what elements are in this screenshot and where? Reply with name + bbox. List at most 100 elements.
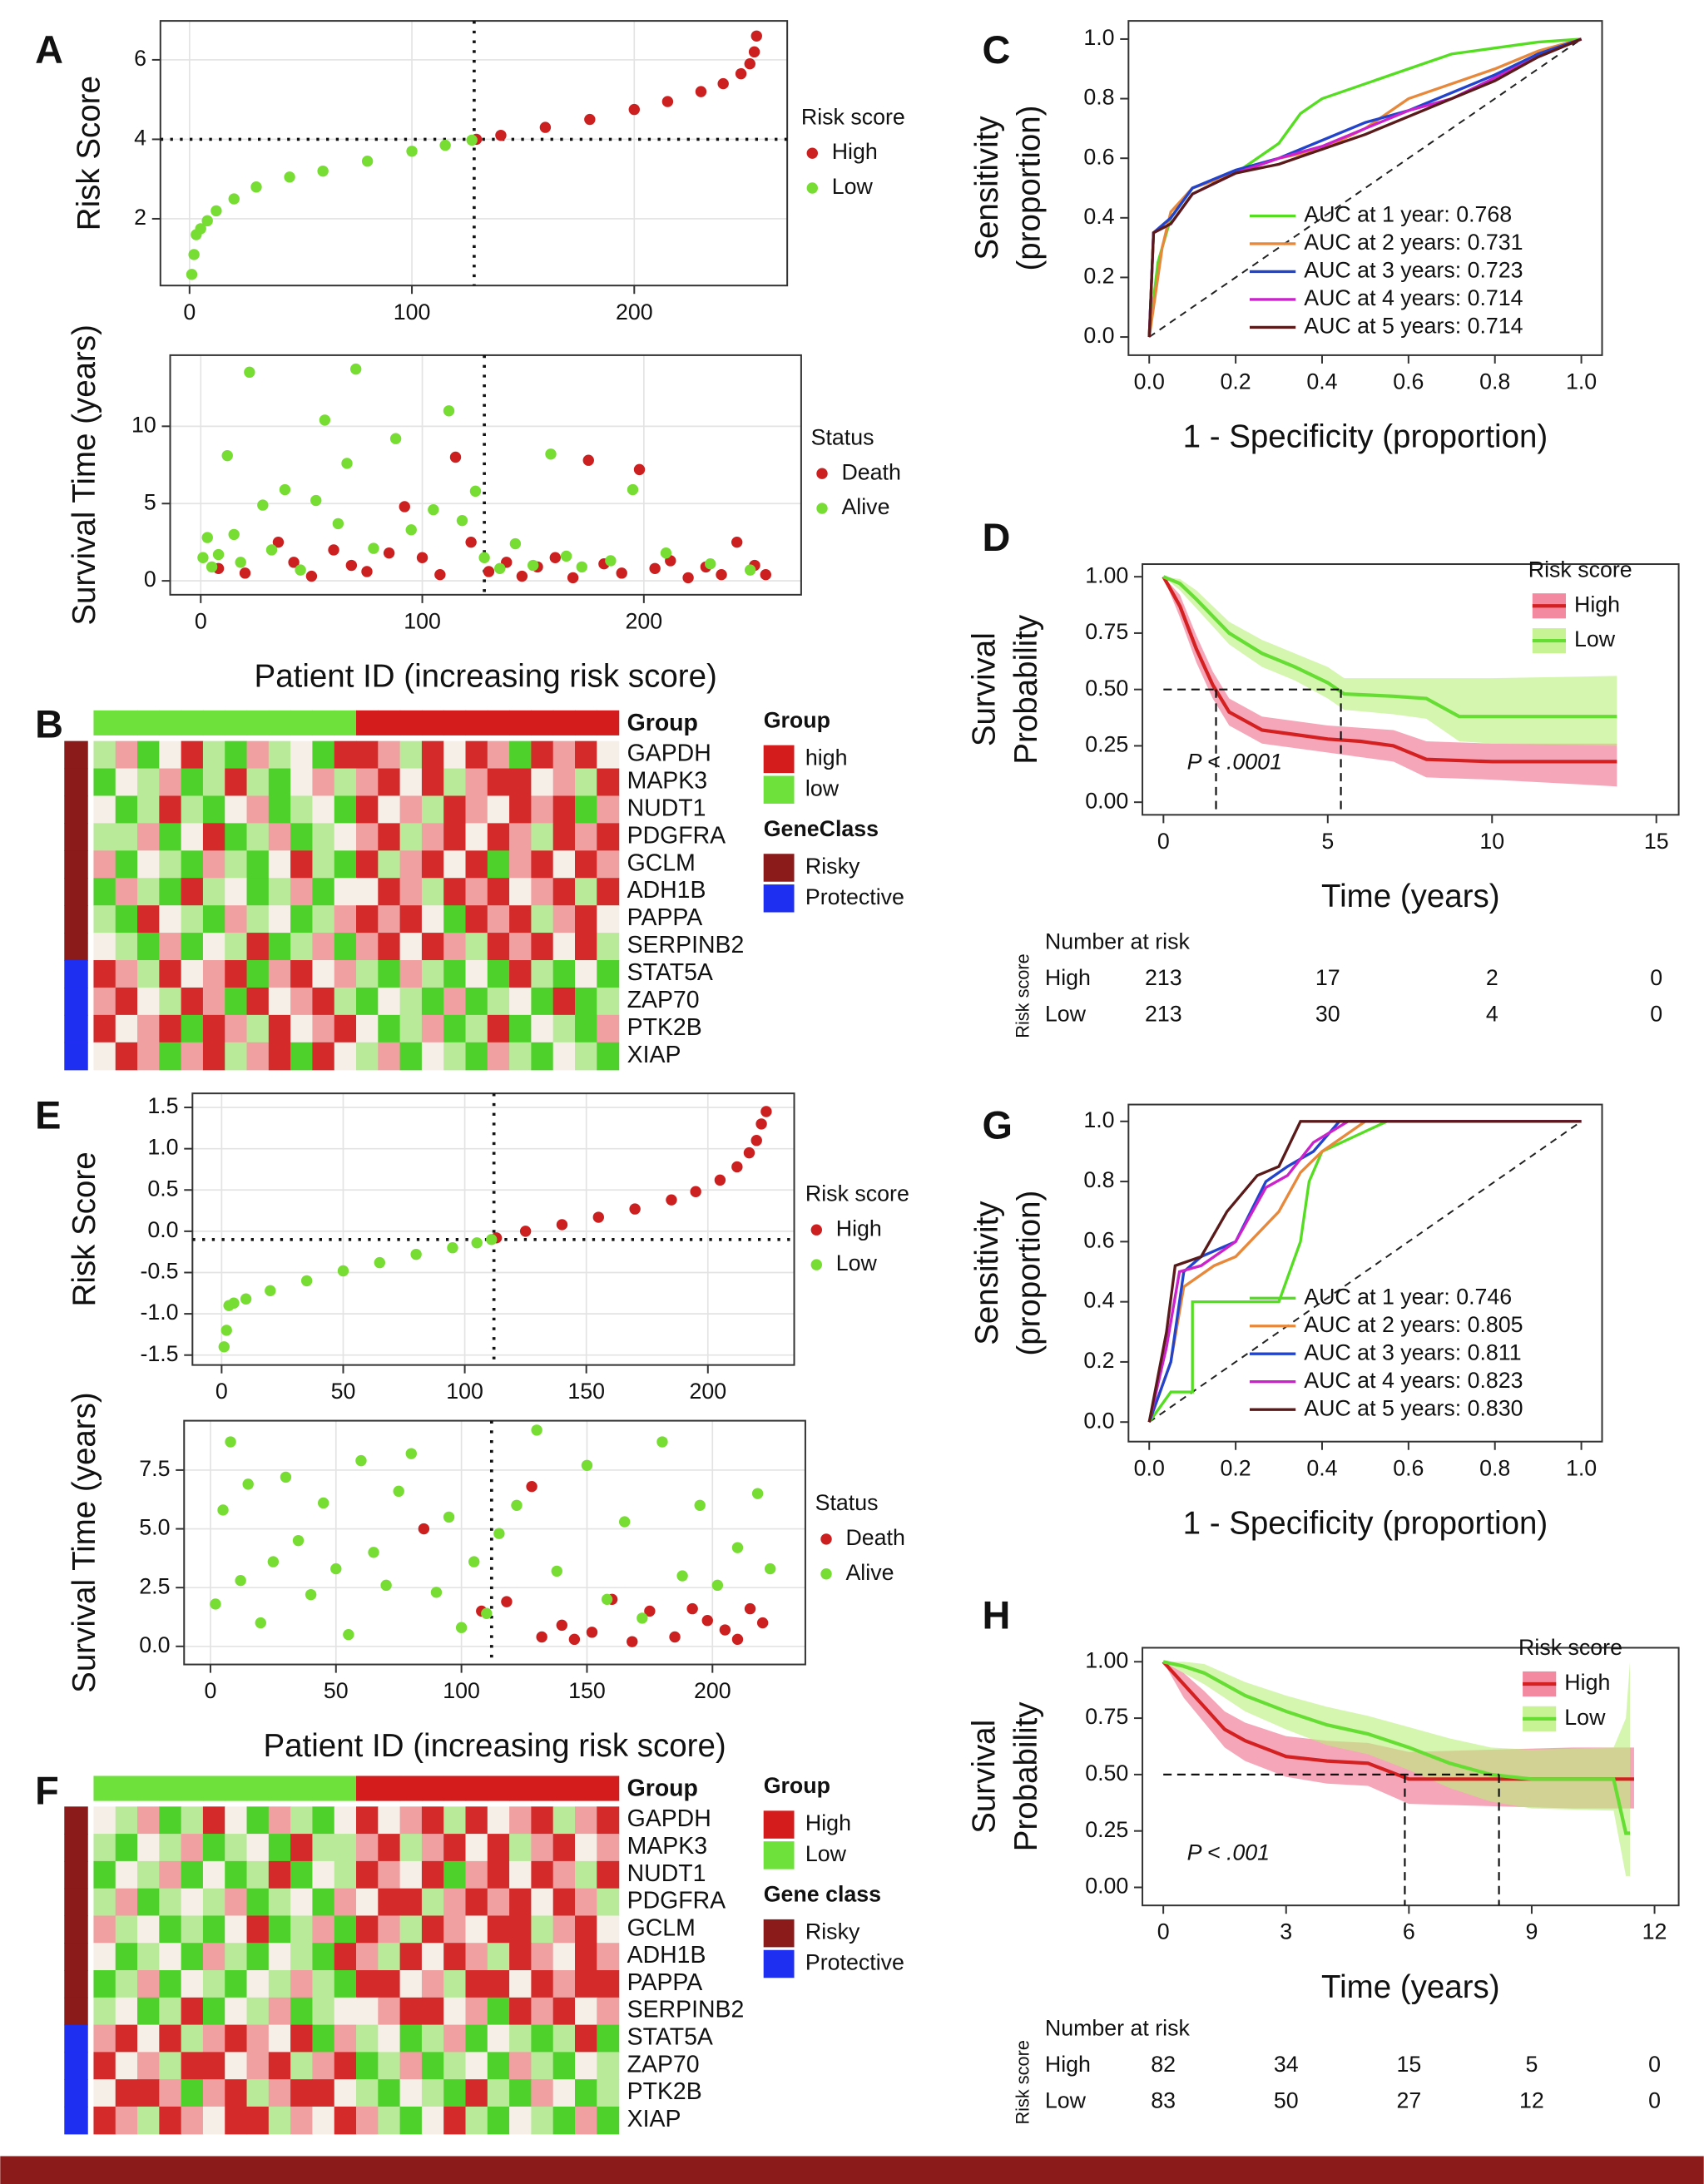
point (616, 567, 627, 579)
group-cell (399, 1775, 423, 1801)
heat-cell (465, 1997, 488, 2026)
group-cell (137, 710, 161, 735)
heat-cell (225, 1997, 248, 2026)
heat-cell (597, 1943, 620, 1971)
heat-cell (552, 1888, 576, 1917)
heat-cell (574, 1888, 597, 1917)
heat-cell (115, 1888, 138, 1917)
heat-cell (574, 905, 597, 934)
x-tick-label: 100 (394, 300, 431, 324)
heat-cell (465, 768, 488, 797)
point (418, 1523, 430, 1535)
heat-cell (115, 2106, 138, 2135)
x-tick-label: 0.8 (1479, 1455, 1510, 1480)
heat-cell (290, 740, 314, 770)
heat-cell (465, 1915, 488, 1944)
heat-cell (552, 1915, 576, 1944)
y-tick-label: 1.5 (147, 1093, 178, 1118)
legend-label: Protective (805, 1950, 904, 1975)
heat-cell (378, 2052, 401, 2080)
roc-curve (1147, 37, 1583, 338)
heat-cell (399, 1834, 423, 1862)
heat-cell (356, 1834, 379, 1862)
heat-cell (225, 850, 248, 879)
heat-cell (487, 905, 510, 934)
heat-cell (356, 2024, 379, 2053)
heat-cell (597, 850, 620, 879)
heat-cell (290, 905, 314, 934)
y-tick-label: 1.0 (1083, 25, 1114, 50)
heat-cell (202, 823, 225, 851)
group-cell (531, 1775, 554, 1801)
legend-swatch (816, 468, 828, 479)
point (355, 1454, 367, 1467)
heat-cell (334, 2052, 357, 2080)
heat-cell (202, 1042, 225, 1071)
heat-cell (465, 1042, 488, 1071)
heat-cell (574, 1042, 597, 1071)
heat-cell (421, 1834, 444, 1862)
confidence-band (1163, 577, 1617, 746)
group-cell (290, 1775, 314, 1801)
heat-cell (421, 2024, 444, 2053)
heat-cell (290, 1834, 314, 1862)
panel-letter: F (35, 1770, 59, 1813)
heat-cell (531, 933, 554, 961)
heat-cell (487, 1042, 510, 1071)
heat-cell (378, 795, 401, 825)
point (471, 1237, 483, 1249)
heat-cell (312, 2079, 335, 2107)
heat-cell (93, 960, 116, 988)
x-tick-label: 6 (1403, 1919, 1415, 1944)
heat-cell (531, 1834, 554, 1862)
heat-cell (159, 1806, 182, 1835)
group-cell (487, 1775, 510, 1801)
risk-table-label: Risk score (1013, 953, 1033, 1038)
point (374, 1256, 386, 1269)
heat-cell (246, 1888, 270, 1917)
heat-cell (334, 1860, 357, 1889)
heat-cell (487, 1014, 510, 1043)
heat-cell (246, 1834, 270, 1862)
point (519, 1226, 532, 1237)
heat-cell (334, 1915, 357, 1944)
group-cell (268, 1775, 291, 1801)
heat-cell (574, 2079, 597, 2107)
class-cell (64, 740, 88, 770)
point (637, 1612, 648, 1624)
point (649, 562, 661, 574)
heat-cell (443, 2079, 467, 2107)
x-tick-label: 0.0 (1134, 1455, 1165, 1480)
heat-cell (246, 1943, 270, 1971)
group-cell (465, 1775, 488, 1801)
heat-cell (202, 878, 225, 906)
legend-label: AUC at 1 year: 0.746 (1304, 1284, 1512, 1309)
heat-cell (181, 1943, 204, 1971)
heat-cell (159, 878, 182, 906)
gene-label: ADH1B (627, 877, 706, 904)
heat-cell (225, 1860, 248, 1889)
heat-cell (202, 795, 225, 825)
heat-cell (509, 2079, 532, 2107)
heat-cell (443, 933, 467, 961)
group-cell (552, 710, 576, 735)
heat-cell (399, 878, 423, 906)
y-tick-label: 0.75 (1085, 1704, 1128, 1729)
x-tick-label: 0.0 (1134, 369, 1165, 394)
heat-cell (137, 960, 161, 988)
point (406, 146, 418, 157)
group-cell (246, 1775, 270, 1801)
heat-cell (509, 933, 532, 961)
heat-cell (531, 1806, 554, 1835)
x-tick-label: 0.4 (1306, 1455, 1337, 1480)
heat-cell (378, 878, 401, 906)
heat-cell (93, 878, 116, 906)
point (666, 1194, 677, 1206)
heat-cell (115, 2052, 138, 2080)
heat-cell (290, 795, 314, 825)
heat-cell (531, 1970, 554, 1998)
heat-cell (356, 987, 379, 1016)
heat-cell (378, 2106, 401, 2135)
legend-swatch (820, 1568, 832, 1580)
heat-cell (597, 740, 620, 770)
